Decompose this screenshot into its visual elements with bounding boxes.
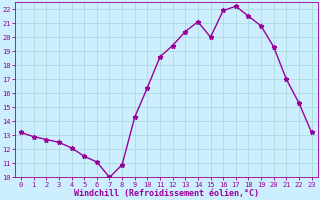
X-axis label: Windchill (Refroidissement éolien,°C): Windchill (Refroidissement éolien,°C): [74, 189, 259, 198]
